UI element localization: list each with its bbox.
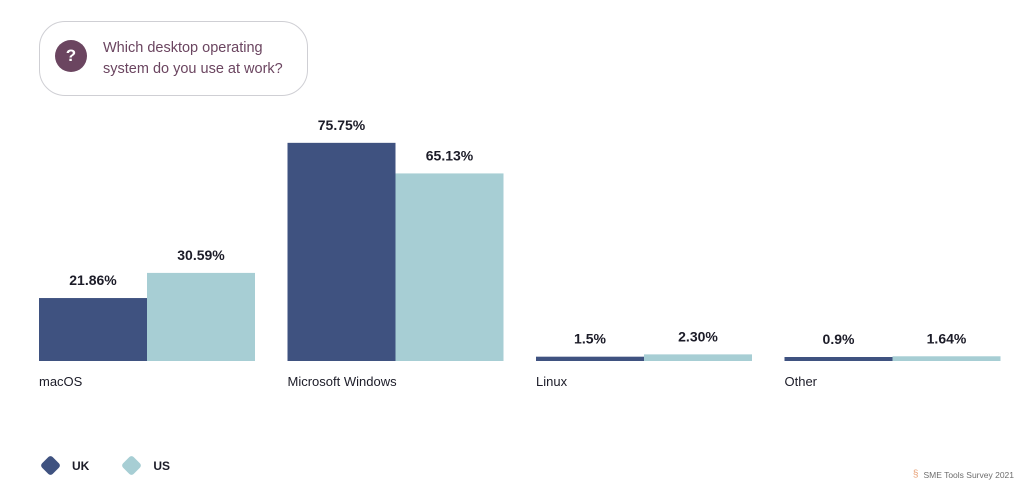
data-label-uk-macos: 21.86% [69,272,117,288]
bar-us-other [892,356,1001,361]
legend-item-us: US [121,454,171,477]
question-mark-icon: ? [55,40,87,72]
data-label-uk-other: 0.9% [823,331,855,347]
data-label-uk-linux: 1.5% [574,331,606,347]
bar-uk-other [784,357,893,361]
legend: UK US [39,454,202,477]
bar-us-linux [644,354,752,361]
bar-us-microsoft-windows [395,173,504,361]
category-label-other: Other [785,374,818,389]
question-text: Which desktop operating system do you us… [103,40,283,77]
bar-uk-microsoft-windows [287,142,396,361]
data-label-us-linux: 2.30% [678,328,718,344]
source-note: § SME Tools Survey 2021 [913,469,1014,480]
category-label-microsoft-windows: Microsoft Windows [288,374,398,389]
data-label-us-microsoft-windows: 65.13% [426,147,474,163]
bar-us-macos [147,272,255,361]
data-label-us-macos: 30.59% [177,247,225,263]
legend-swatch-us [121,454,143,477]
survey-logo-icon: § [912,469,919,480]
category-label-macos: macOS [39,374,83,389]
bar-uk-linux [536,356,644,361]
legend-label-us: US [153,458,171,473]
data-label-us-other: 1.64% [927,330,967,346]
category-label-linux: Linux [536,374,568,389]
data-label-uk-microsoft-windows: 75.75% [318,117,366,133]
question-card: ? Which desktop operating system do you … [39,21,308,96]
bar-uk-macos [39,298,147,361]
source-text: SME Tools Survey 2021 [923,469,1014,480]
legend-item-uk: UK [39,454,90,477]
bar-chart: 21.86% 30.59% macOS 75.75% 65.13% Microsoft W… [39,117,1001,389]
legend-label-uk: UK [72,458,90,473]
legend-swatch-uk [39,454,62,477]
